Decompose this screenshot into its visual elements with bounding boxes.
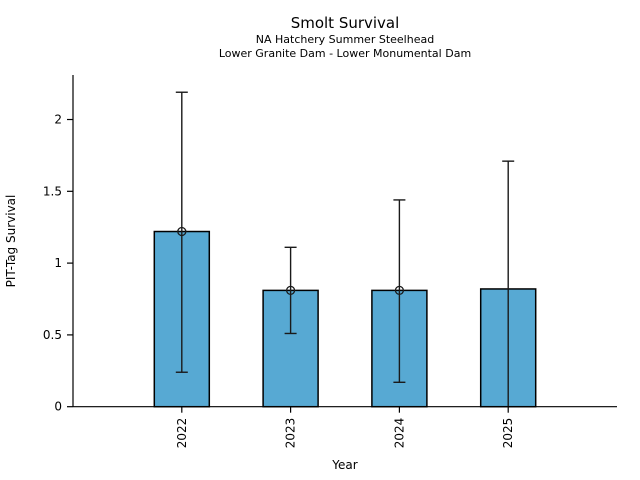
x-tick-label-2025: 2025 [501,418,515,449]
axes-group: 0 0.5 1 1.5 2 2022 2023 2024 2025 [43,75,617,448]
x-tick-label-2024: 2024 [392,418,406,449]
y-tick-label: 0 [54,400,62,414]
y-tick-label: 1.5 [43,184,62,198]
y-axis-label: PIT-Tag Survival [4,195,18,288]
y-tick-label: 0.5 [43,328,62,342]
point-marker-2023 [285,285,296,296]
bars-group [153,230,537,408]
y-tick-label: 1 [54,256,62,270]
x-tick-label-2023: 2023 [284,418,298,449]
chart-subtitle-line2: Lower Granite Dam - Lower Monumental Dam [219,47,471,60]
y-tick-label: 2 [54,113,62,127]
chart-title: Smolt Survival [291,14,400,32]
point-marker-2024 [394,285,405,296]
chart-titles: Smolt Survival NA Hatchery Summer Steelh… [219,14,471,60]
point-marker-2022 [177,226,187,237]
x-tick-label-2022: 2022 [175,418,189,449]
errorbars-group [175,91,515,407]
x-axis-label: Year [331,458,357,472]
chart-subtitle-line1: NA Hatchery Summer Steelhead [256,33,434,46]
